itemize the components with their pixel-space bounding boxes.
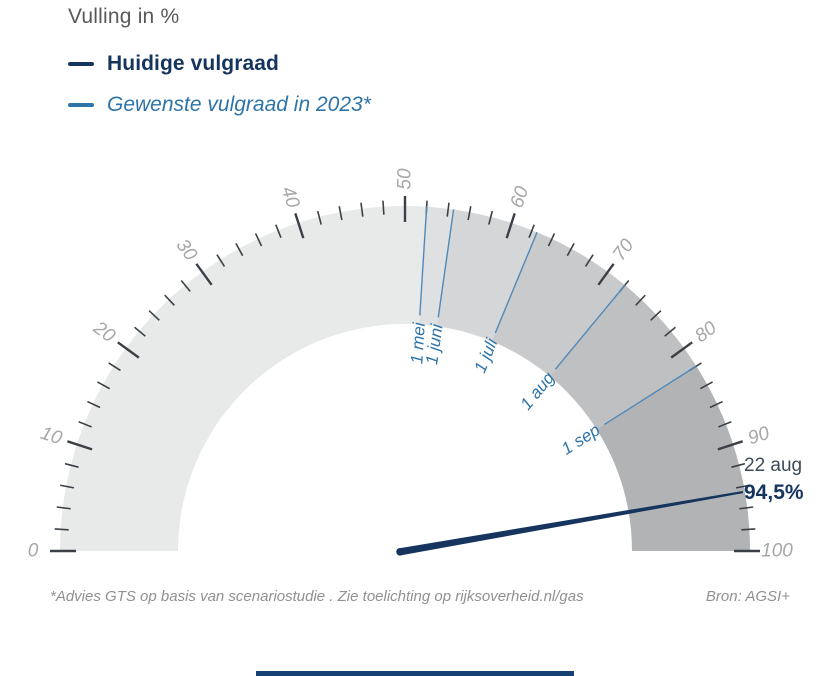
major-tick [195,263,213,286]
minor-tick [87,400,101,409]
desired-line-swatch-icon [68,102,94,107]
minor-tick [547,233,556,247]
minor-tick [78,421,92,428]
minor-tick [64,462,79,468]
major-tick [505,212,516,239]
minor-tick [108,362,121,372]
minor-tick [180,280,191,292]
minor-tick [739,506,754,510]
current-value-label: 94,5% [744,480,804,504]
minor-tick [360,202,364,217]
gauge-band [419,206,454,327]
minor-tick [635,294,646,306]
major-tick [66,440,93,451]
brand-bar [256,671,574,676]
axis-tick-label: 70 [609,235,639,265]
minor-tick [316,210,322,225]
minor-tick [97,381,111,390]
minor-tick [528,224,535,238]
minor-tick [134,326,146,337]
axis-tick-label: 50 [395,168,416,190]
minor-tick [382,200,385,215]
gauge-band [60,205,427,551]
axis-tick-label: 80 [691,317,721,347]
major-tick [294,212,305,239]
axis-tick-label: 100 [761,541,793,562]
minor-tick [56,506,71,510]
minor-tick [718,421,732,428]
milestone-label: 1 sep [558,420,603,458]
minor-tick [54,528,69,531]
minor-tick [584,254,594,267]
milestone-label: 1 mei [407,321,429,365]
major-tick [717,440,744,451]
minor-tick [60,484,75,489]
minor-tick [216,254,226,267]
milestone-line [603,365,697,426]
milestone-line [419,206,428,316]
axis-tick-label: 60 [507,184,534,211]
gauge-band [436,209,538,342]
axis-tick-label: 30 [172,235,202,265]
minor-tick [566,243,575,257]
minor-tick [148,310,160,321]
gauge-band [596,366,750,551]
major-tick [670,341,693,359]
needle-pivot [396,548,404,556]
legend-item-current: Huidige vulgraad [68,43,371,84]
minor-tick [699,381,713,390]
source-label: Bron: AGSI+ [705,588,790,605]
minor-tick [709,400,723,409]
axis-tick-label: 10 [38,423,65,450]
legend-label-desired: Gewenste vulgraad in 2023* [107,92,371,116]
milestone-line [437,209,455,318]
minor-tick [235,243,244,257]
minor-tick [664,326,676,337]
minor-tick [467,206,472,221]
milestone-line [494,231,538,334]
minor-tick [650,310,662,321]
major-tick [117,341,140,359]
needle [399,490,744,556]
axis-tick-label: 20 [89,317,120,347]
minor-tick [741,528,756,531]
legend-item-desired: Gewenste vulgraad in 2023* [68,84,371,125]
minor-tick [275,224,282,238]
axis-tick-label: 0 [28,541,39,562]
minor-tick [254,233,263,247]
axis-tick-label: 40 [277,184,304,211]
minor-tick [446,202,450,217]
minor-tick [488,210,494,225]
milestone-line [554,284,626,370]
current-line-swatch-icon [68,61,94,66]
minor-tick [735,484,750,489]
legend-label-current: Huidige vulgraad [107,51,279,75]
major-tick [597,263,615,286]
minor-tick [338,206,343,221]
minor-tick [164,294,175,306]
minor-tick [731,462,746,468]
page-title: Vulling in % [68,5,180,28]
gauge-band [549,285,697,430]
footnote: *Advies GTS op basis van scenariostudie … [50,588,584,605]
axis-tick-label: 90 [745,423,772,450]
current-date-label: 22 aug [744,455,803,476]
legend: Huidige vulgraad Gewenste vulgraad in 20… [68,43,371,125]
current-value-annotation: 22 aug 94,5% [744,455,804,505]
gauge-band [491,232,625,377]
